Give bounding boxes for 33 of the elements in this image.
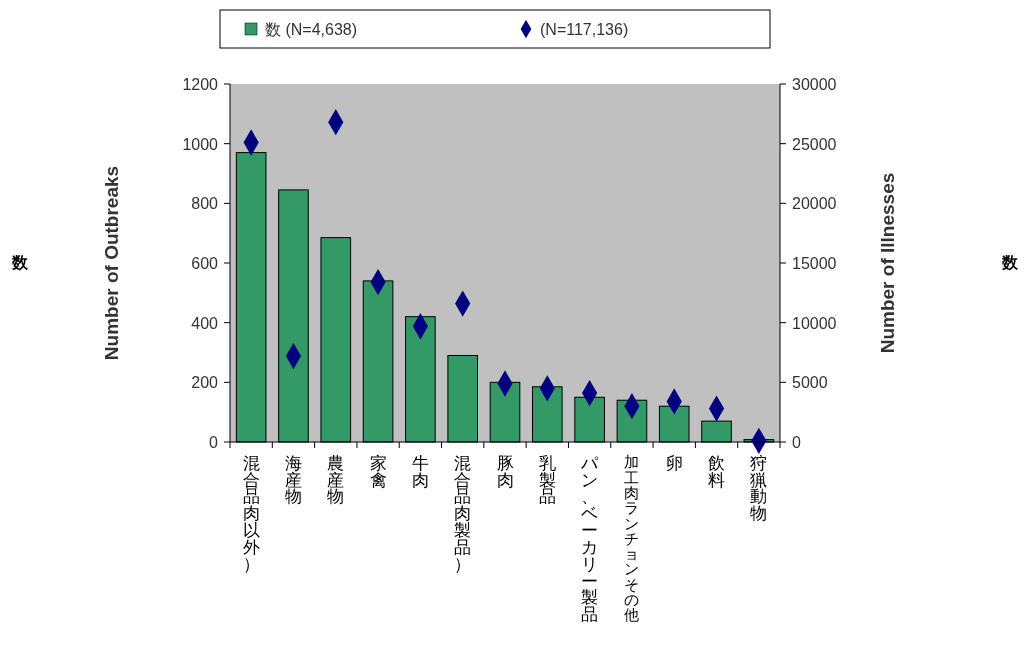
y-tick-label: 600 [191, 255, 219, 272]
text: 数 [11, 254, 29, 271]
x-tick-label: 農産物 [327, 453, 345, 506]
y-tick-label: 1200 [182, 76, 219, 93]
legend-label: 数 (N=4,638) [265, 21, 358, 38]
y2-tick-label: 20000 [792, 195, 837, 213]
x-tick-label: 豚肉 [496, 453, 514, 489]
x-tick-label: 混合品肉以外） [242, 453, 260, 573]
legend-label: (N=117,136) [540, 21, 629, 38]
x-tick-label: 混合品肉製品） [454, 453, 472, 573]
x-tick-label: 家禽 [369, 453, 387, 489]
x-tick-label: 牛肉 [411, 453, 429, 489]
x-tick-label: 乳製品 [538, 453, 556, 506]
x-tick-label: 海産物 [284, 453, 302, 506]
y2-tick-label: 0 [792, 434, 801, 451]
category-label: 加工肉ランチョンその他 [624, 453, 640, 624]
text: 数 [1001, 254, 1019, 271]
y-tick-label: 0 [209, 434, 219, 451]
category-label: パン、ベーカリー製品 [581, 453, 599, 624]
y2-tick-label: 25000 [792, 135, 837, 153]
x-tick-label: 狩猟動物 [750, 453, 768, 523]
y-tick-label: 1000 [182, 135, 219, 153]
y2-axis-title: Number of Illnesses [877, 172, 898, 354]
y2-tick-label: 15000 [792, 255, 837, 272]
x-tick-label: 飲料 [708, 453, 726, 489]
y2-tick-label: 10000 [792, 314, 837, 332]
y-tick-label: 200 [191, 374, 219, 392]
x-tick-label: 卵 [665, 453, 683, 472]
y-tick-label: 800 [191, 195, 219, 213]
y-axis-title: Number of Outbreaks [101, 165, 122, 361]
y2-tick-label: 5000 [792, 374, 828, 392]
y-tick-label: 400 [191, 314, 219, 332]
y2-tick-label: 30000 [792, 76, 837, 93]
